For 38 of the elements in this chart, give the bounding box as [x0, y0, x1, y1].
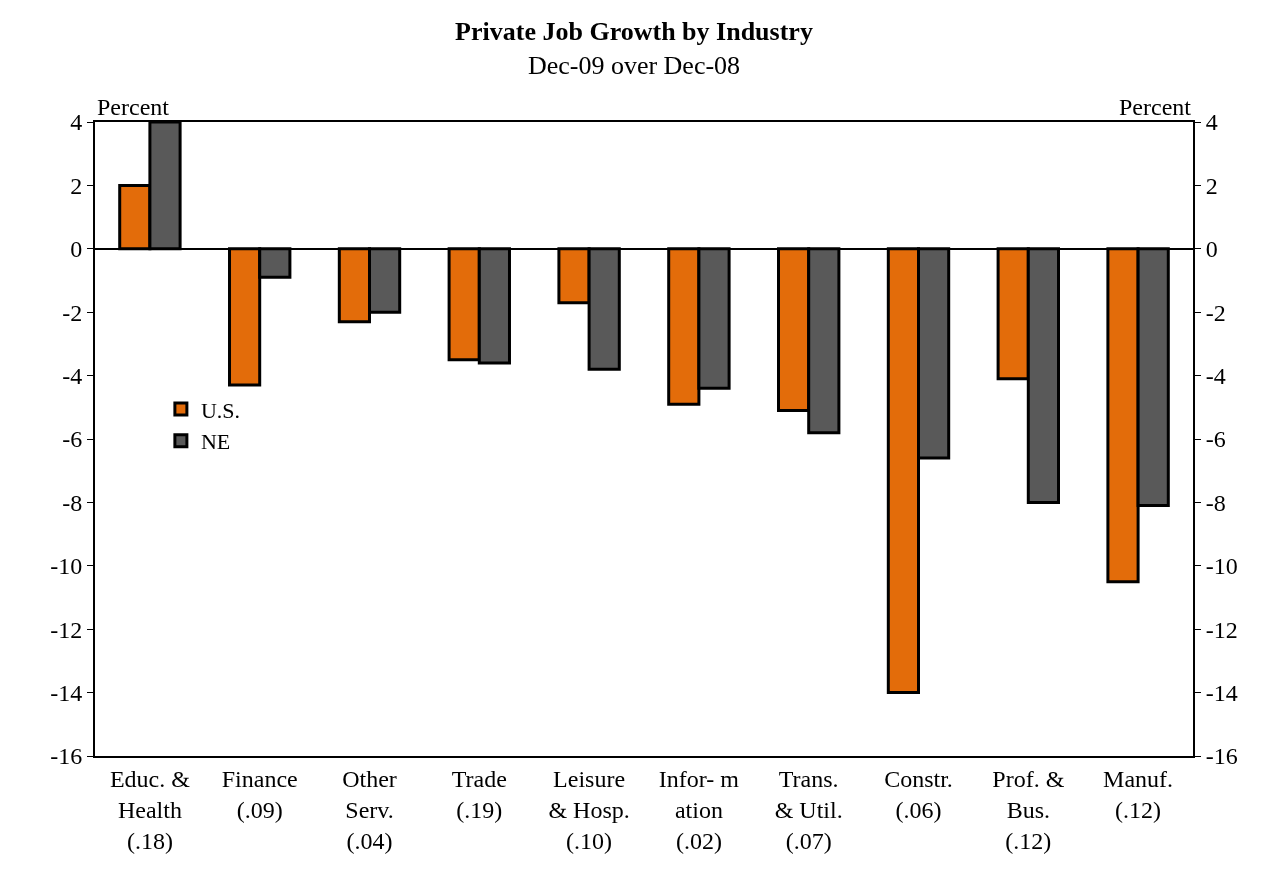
y-tick-label: -6 — [62, 426, 83, 453]
y-tick-label: 2 — [70, 172, 83, 199]
x-tick-label: Finance (.09) — [221, 765, 298, 823]
x-tick-label: Educ. & Health (.18) — [109, 765, 191, 855]
y2-tick-label: -16 — [1205, 743, 1238, 770]
y-tick-label: -2 — [62, 299, 83, 326]
x-tick-label: Trade (.19) — [451, 765, 507, 823]
chart-title: Private Job Growth by Industry — [455, 16, 813, 46]
y2-tick-label: -14 — [1205, 680, 1238, 706]
y2-tick-label: -6 — [1205, 426, 1226, 453]
y-tick-label: -10 — [50, 553, 83, 580]
y-tick-label: 0 — [70, 236, 83, 263]
chart-subtitle: Dec-09 over Dec-08 — [527, 50, 741, 80]
y2-tick-label: -8 — [1205, 489, 1226, 516]
x-tick-label: Trans. & Util. (.07) — [774, 765, 843, 855]
y-tick-label: -16 — [50, 743, 83, 770]
y-tick-label: 4 — [70, 109, 83, 136]
y-tick-label: -4 — [62, 363, 83, 389]
x-tick-label: Constr. (.06) — [884, 765, 953, 823]
y2-tick-label: 0 — [1205, 236, 1218, 263]
y2-tick-label: -4 — [1205, 363, 1226, 389]
y2-axis-title: Percent — [1119, 94, 1192, 120]
y2-tick-label: 2 — [1205, 172, 1218, 199]
y-axis-title: Percent — [97, 94, 170, 120]
y2-tick-label: 4 — [1205, 109, 1218, 136]
y-tick-label: -14 — [50, 680, 83, 706]
y-tick-label: -8 — [62, 489, 83, 516]
x-tick-label: Other Serv. (.04) — [342, 765, 397, 855]
x-tick-label: Leisure & Hosp. (.10) — [548, 765, 630, 855]
y2-tick-label: -12 — [1205, 616, 1238, 643]
x-tick-label: Manuf. (.12) — [1103, 765, 1174, 823]
x-tick-label: Infor- m ation (.02) — [658, 765, 740, 855]
y2-tick-label: -2 — [1205, 299, 1226, 326]
legend-label: U.S. — [200, 397, 241, 423]
legend-label: NE — [200, 429, 231, 455]
x-tick-label: Prof. & Bus. (.12) — [992, 765, 1065, 855]
y-tick-label: -12 — [50, 616, 83, 643]
y2-tick-label: -10 — [1205, 553, 1238, 580]
